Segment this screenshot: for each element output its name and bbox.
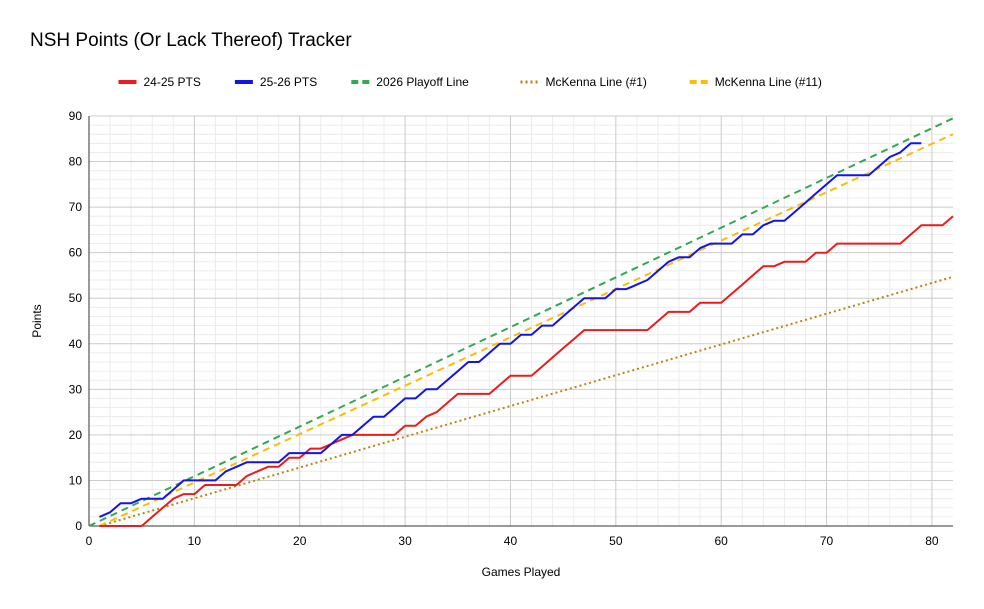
y-tick-label: 60 [69,246,83,260]
legend: 24-25 PTS 25-26 PTS 2026 Playoff Line McKen… [118,75,822,89]
series-line-1 [99,142,922,518]
x-tick-label: 0 [86,534,93,548]
legend-label: 24-25 PTS [144,75,201,89]
x-tick-label: 20 [293,534,307,548]
y-tick-label: 50 [69,291,83,305]
series-line-4 [99,133,954,527]
axes [88,116,953,527]
x-tick-label: 30 [398,534,412,548]
series-line-0 [99,215,954,527]
y-tick-label: 80 [69,155,83,169]
legend-label: McKenna Line (#1) [546,75,647,89]
tick-labels: 0 10 20 30 40 50 60 70 80 0 10 20 30 40 50 60 70 80 90 [69,109,939,548]
y-tick-label: 70 [69,200,83,214]
y-tick-label: 30 [69,382,83,396]
y-tick-label: 10 [69,473,83,487]
x-tick-label: 40 [504,534,518,548]
y-axis-title: Points [30,304,44,337]
series-lines [88,117,954,527]
minor-grid [89,116,953,526]
x-tick-label: 80 [925,534,939,548]
y-tick-label: 90 [69,109,83,123]
major-grid [89,115,953,526]
legend-label: 25-26 PTS [260,75,317,89]
x-tick-label: 50 [609,534,623,548]
x-tick-label: 70 [820,534,834,548]
x-axis-title: Games Played [482,565,561,579]
series-line-3 [99,275,954,527]
y-tick-label: 20 [69,428,83,442]
x-tick-label: 60 [715,534,729,548]
series-line-2 [88,117,954,527]
legend-label: 2026 Playoff Line [376,75,469,89]
x-tick-label: 10 [188,534,202,548]
legend-label: McKenna Line (#11) [715,75,822,89]
chart-title: NSH Points (Or Lack Thereof) Tracker [30,30,352,51]
y-tick-label: 40 [69,337,83,351]
y-tick-label: 0 [75,519,82,533]
